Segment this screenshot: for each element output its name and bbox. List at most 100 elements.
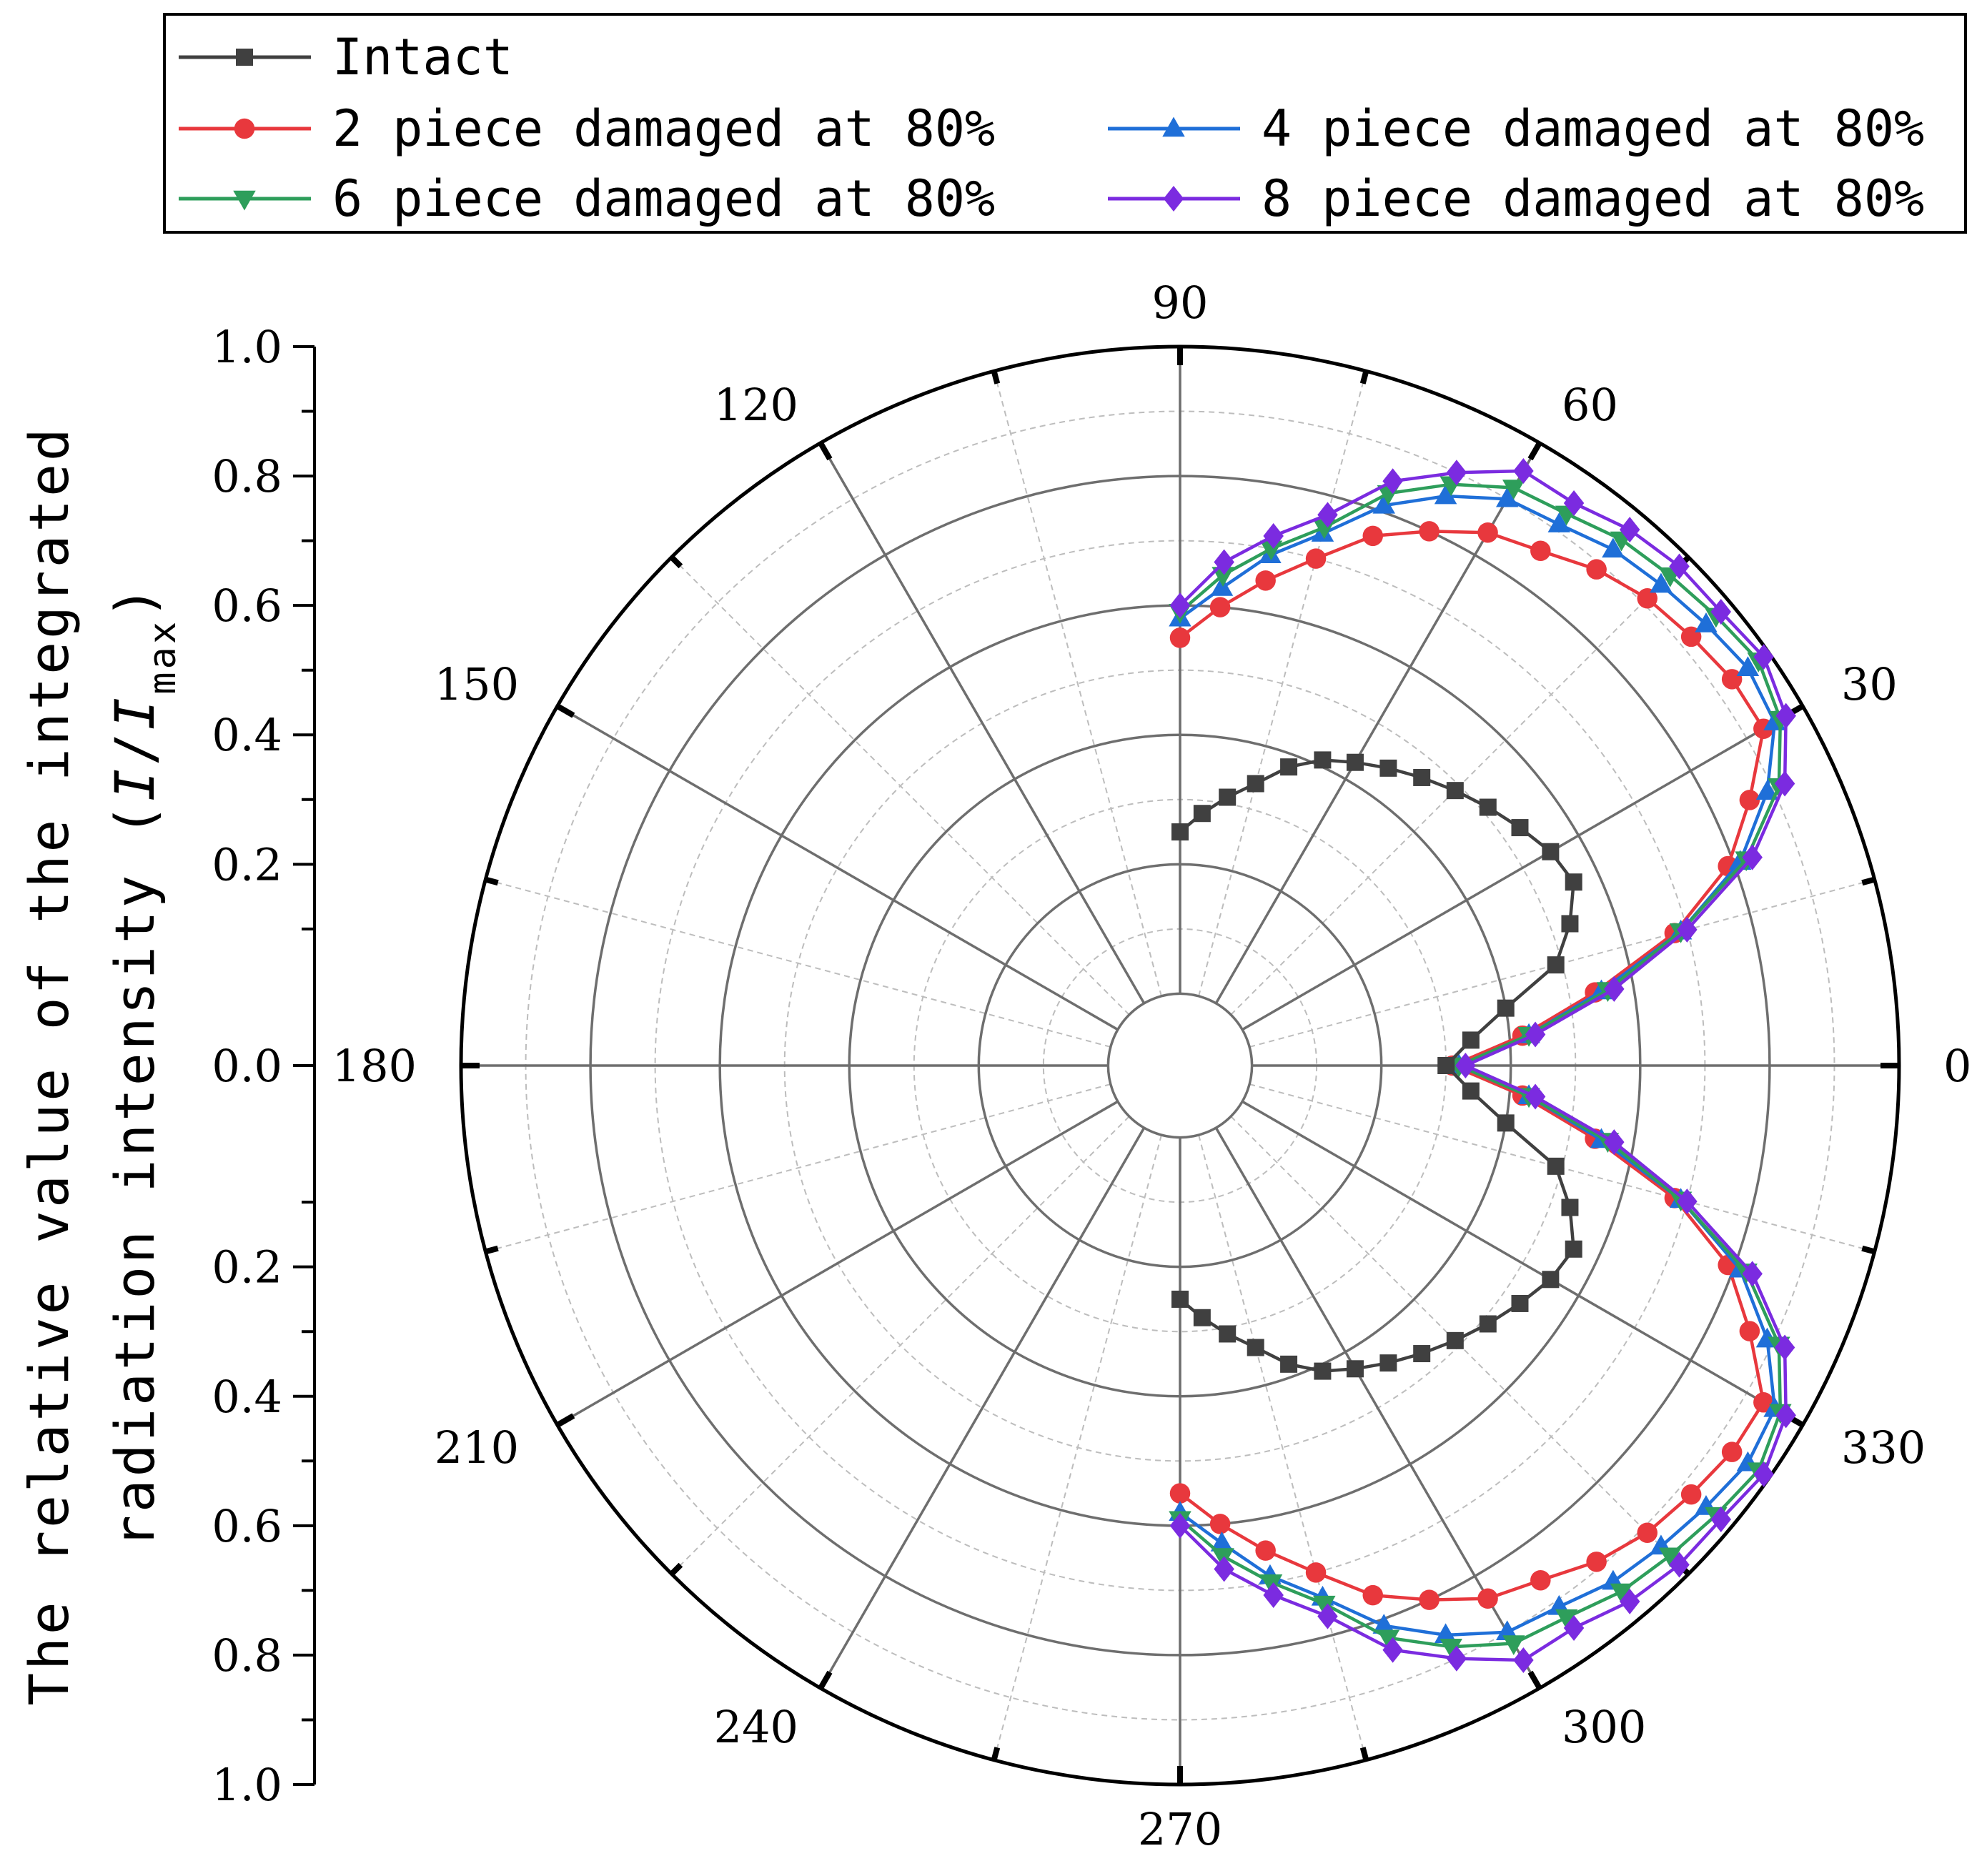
- series-point: [1346, 1360, 1364, 1378]
- series-point: [1214, 1556, 1234, 1582]
- series-point: [1604, 976, 1625, 1002]
- series-point: [1511, 819, 1529, 837]
- angle-label-90: 90: [1152, 277, 1209, 329]
- polar-outer-tick: [1861, 1245, 1875, 1255]
- grid-spoke-minor: [993, 1134, 1162, 1760]
- polar-outer-tick: [991, 1747, 1001, 1761]
- series-point: [1255, 1540, 1276, 1561]
- grid-spoke-minor: [670, 556, 1130, 1016]
- series-point: [1413, 768, 1431, 786]
- series-point: [1477, 1588, 1498, 1609]
- legend-item: Intact: [179, 28, 513, 86]
- series-6 piece damaged at 80%: [1169, 476, 1792, 1659]
- series-point: [1495, 1620, 1519, 1641]
- series-point: [1669, 1552, 1690, 1578]
- polar-outer-tick: [1359, 370, 1369, 384]
- series-point: [1305, 548, 1327, 569]
- legend-swatch-marker: [233, 190, 256, 211]
- series-point: [1169, 627, 1191, 648]
- series-point: [1346, 753, 1364, 771]
- series-point: [1255, 570, 1276, 591]
- legend-swatch-marker: [236, 49, 253, 66]
- series-point: [1542, 1271, 1560, 1289]
- series-point: [1525, 1021, 1546, 1048]
- grid-spoke-major: [819, 1127, 1146, 1689]
- axis-title-slash: /: [103, 730, 167, 766]
- series-point: [1511, 1294, 1529, 1312]
- series-point: [1721, 669, 1743, 690]
- angle-label-120: 120: [714, 379, 798, 431]
- grid-spoke-minor: [1198, 1134, 1367, 1760]
- series-point: [1210, 576, 1234, 596]
- series-point: [1586, 559, 1607, 580]
- grid-spoke-minor: [485, 878, 1111, 1048]
- angle-label-30: 30: [1841, 658, 1898, 710]
- angle-label-210: 210: [435, 1421, 519, 1474]
- radial-tick-label: 0.6: [212, 580, 282, 632]
- axis-title-prefix: radiation intensity (: [103, 801, 167, 1548]
- polar-outer-tick: [555, 703, 575, 718]
- series-point: [1377, 1629, 1400, 1650]
- legend-swatch-marker: [1163, 186, 1184, 212]
- series-point: [1382, 1637, 1403, 1663]
- series-point: [1739, 790, 1760, 810]
- legend-frame: [163, 13, 1967, 234]
- radial-ticks: 1.0 0.8 0.6 0.4 0.2 0.0 0.2 0.4 0.6 0.8 1.0: [212, 321, 314, 1811]
- legend-item: 6 piece damaged at 80%: [179, 169, 995, 228]
- radial-axis-title: The relative value of the integrated: [17, 425, 81, 1705]
- series-point: [1547, 512, 1571, 532]
- series-point: [1739, 1321, 1760, 1341]
- angle-label-180: 180: [332, 1040, 417, 1092]
- radial-tick-label: 0.6: [212, 1500, 282, 1552]
- polar-outer-tick: [669, 555, 683, 569]
- series-point: [1317, 1603, 1338, 1629]
- series-point: [1561, 915, 1579, 933]
- legend-item: 8 piece damaged at 80%: [1108, 169, 1924, 228]
- legend-label: 4 piece damaged at 80%: [1262, 99, 1924, 158]
- series-point: [1305, 1562, 1327, 1583]
- legend-label: 6 piece damaged at 80%: [332, 169, 995, 228]
- series-point: [1372, 493, 1395, 514]
- series-point: [1446, 1645, 1467, 1672]
- series-point: [1775, 703, 1796, 729]
- series-point: [1259, 540, 1283, 561]
- series-point: [1169, 1512, 1191, 1539]
- grid-spoke-minor: [670, 1116, 1130, 1575]
- radial-tick-label: 1.0: [212, 321, 282, 373]
- series-point: [1362, 1584, 1384, 1606]
- series-point: [1753, 1392, 1774, 1413]
- series-point: [1413, 1345, 1431, 1363]
- series-point: [1462, 1082, 1480, 1100]
- series-point: [1219, 1325, 1237, 1343]
- series-point: [1547, 1157, 1565, 1175]
- series-point: [1379, 1354, 1397, 1372]
- series-point: [1619, 1588, 1640, 1614]
- series-point: [1530, 540, 1551, 562]
- polar-series: [1169, 457, 1796, 1674]
- series-point: [1502, 480, 1525, 500]
- radial-tick-label: 0.8: [212, 1629, 282, 1682]
- series-point: [1247, 1339, 1264, 1356]
- polar-outer-tick: [991, 370, 1001, 384]
- series-point: [1586, 1552, 1607, 1572]
- series-point: [1193, 805, 1211, 823]
- axis-title-close: ): [103, 583, 167, 619]
- series-point: [1497, 999, 1515, 1017]
- series-point: [1619, 517, 1640, 543]
- series-point: [1171, 823, 1189, 841]
- series-point: [1677, 1188, 1698, 1215]
- series-point: [1419, 1589, 1440, 1610]
- grid-spoke-minor: [1198, 371, 1367, 997]
- series-point: [1602, 537, 1625, 558]
- series-point: [1440, 1639, 1462, 1659]
- grid-spoke-major: [1242, 1100, 1804, 1426]
- series-point: [1382, 468, 1403, 495]
- series-point: [1171, 1290, 1189, 1308]
- legend-items: Intact 2 piece damaged at 80% 4 piece dama…: [179, 28, 1924, 228]
- series-point: [1710, 598, 1732, 625]
- legend-label: 8 piece damaged at 80%: [1262, 169, 1924, 228]
- series-8 piece damaged at 80%: [1169, 457, 1796, 1674]
- series-point: [1561, 1198, 1579, 1216]
- radial-tick-label: 0.4: [212, 1371, 282, 1423]
